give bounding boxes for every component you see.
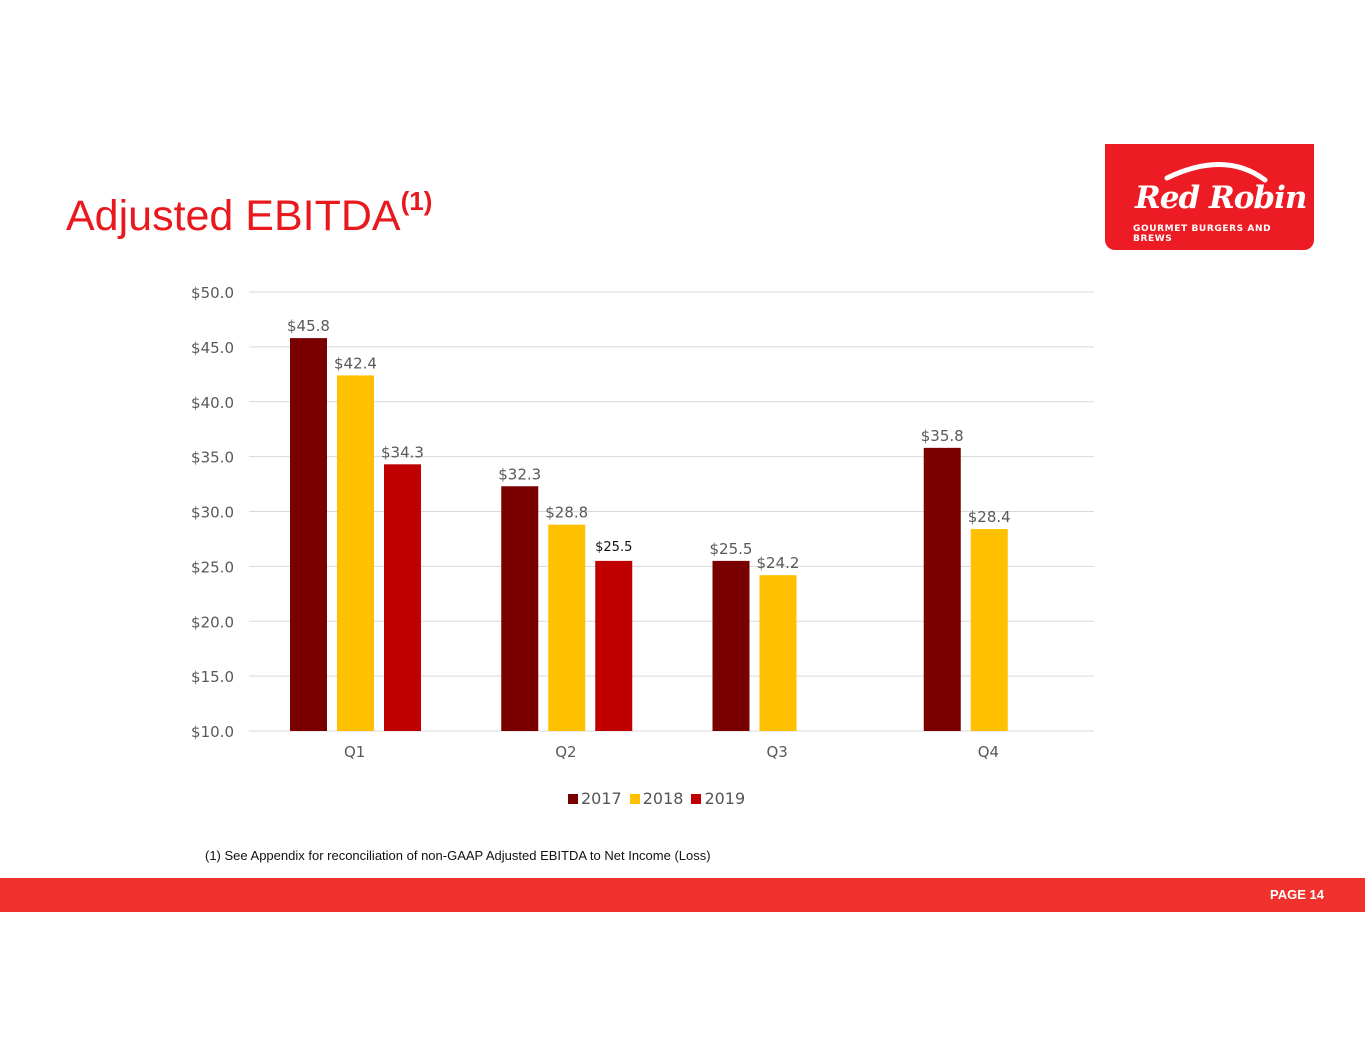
- legend-label-2018: 2018: [642, 789, 684, 808]
- y-tick-label: $40.0: [191, 394, 234, 412]
- bar-2018-q1: [337, 375, 374, 731]
- legend-item-2018: 2018: [629, 789, 684, 808]
- bar-2019-q2: [595, 560, 633, 731]
- slide-title: Adjusted EBITDA(1): [66, 188, 432, 238]
- chart-legend: 2017 2018 2019: [568, 789, 745, 808]
- bar-2018-q4: [970, 529, 1008, 731]
- data-label: $34.3: [381, 443, 424, 461]
- data-label: $45.8: [287, 317, 330, 335]
- bar-2017-q1: [290, 338, 327, 731]
- logo-brand-text: Red Robin: [1135, 180, 1307, 216]
- bar-2017-q3: [712, 560, 750, 731]
- x-tick-label: Q1: [344, 743, 365, 761]
- y-tick-label: $30.0: [191, 504, 234, 522]
- slide-title-text: Adjusted EBITDA: [66, 192, 401, 240]
- legend-swatch-2019: [691, 793, 702, 804]
- legend-item-2019: 2019: [691, 789, 745, 808]
- data-label: $28.8: [545, 504, 588, 522]
- legend-swatch-2018: [629, 793, 640, 804]
- title-footnote-marker: (1): [400, 186, 433, 216]
- page-number: PAGE 14: [1270, 887, 1324, 902]
- bar-2017-q2: [501, 486, 539, 731]
- y-tick-label: $10.0: [191, 723, 234, 741]
- logo-tagline: GOURMET BURGERS AND BREWS: [1133, 224, 1272, 244]
- bar-2018-q2: [548, 524, 586, 731]
- data-label: $28.4: [968, 508, 1011, 526]
- bar-2019-q1: [384, 464, 421, 731]
- footer-bar: PAGE 14: [0, 878, 1365, 912]
- red-robin-logo: Red Robin GOURMET BURGERS AND BREWS: [1105, 144, 1314, 250]
- y-tick-label: $45.0: [191, 339, 234, 357]
- ebitda-bar-chart: $10.0 $15.0 $20.0 $25.0 $30.0 $35.0 $40.0 $45.0…: [191, 284, 1094, 761]
- x-tick-label: Q2: [555, 743, 576, 761]
- legend-label-2019: 2019: [704, 789, 746, 808]
- x-tick-label: Q3: [766, 743, 787, 761]
- logo-swoosh-icon: [1164, 162, 1268, 183]
- data-label: $25.5: [710, 540, 753, 558]
- legend-label-2017: 2017: [581, 789, 622, 808]
- y-tick-label: $25.0: [191, 558, 234, 576]
- data-label: $35.8: [921, 427, 964, 445]
- y-tick-label: $35.0: [191, 449, 234, 467]
- y-tick-label: $15.0: [191, 668, 234, 686]
- bar-2017-q4: [923, 447, 961, 731]
- data-label: $42.4: [334, 354, 377, 372]
- legend-item-2017: 2017: [568, 789, 622, 808]
- bar-2018-q3: [759, 575, 797, 731]
- x-tick-label: Q4: [978, 743, 999, 761]
- data-label: $32.3: [498, 465, 541, 483]
- data-label: $24.2: [757, 554, 800, 572]
- legend-swatch-2017: [568, 793, 578, 804]
- footnote: (1) See Appendix for reconciliation of n…: [205, 848, 711, 863]
- data-label: $25.5: [595, 540, 632, 555]
- y-tick-label: $50.0: [191, 284, 234, 302]
- y-tick-label: $20.0: [191, 613, 234, 631]
